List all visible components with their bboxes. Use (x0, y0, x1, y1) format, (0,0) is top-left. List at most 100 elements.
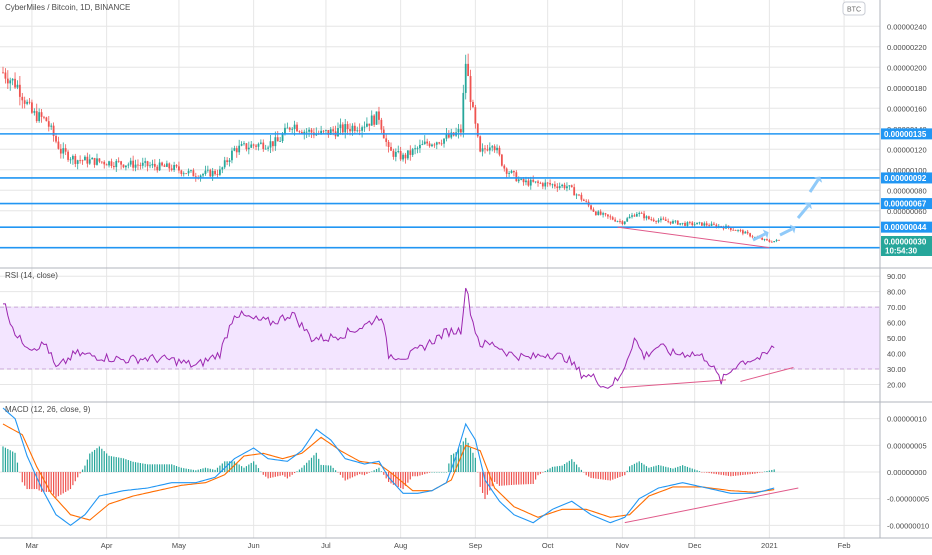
macd-histogram-bar (265, 472, 267, 477)
macd-histogram-bar (250, 462, 252, 472)
candle (578, 194, 580, 196)
macd-histogram-bar (161, 464, 163, 472)
price-tick-label: 0.00000060 (887, 207, 927, 216)
candle (517, 179, 520, 182)
macd-histogram-bar (539, 472, 542, 474)
candle (414, 148, 417, 150)
macd-histogram-bar (619, 472, 621, 477)
macd-tick-label: -0.00000010 (887, 521, 929, 530)
macd-histogram-bar (380, 471, 382, 472)
macd-histogram-bar (125, 459, 127, 472)
macd-histogram-bar (175, 466, 178, 472)
candle (684, 222, 686, 226)
candle (149, 165, 151, 167)
level-price-box (881, 172, 932, 184)
candle (370, 115, 373, 126)
candle (235, 148, 238, 153)
candle (481, 148, 484, 152)
macd-histogram-bar (414, 472, 416, 477)
candle (322, 130, 325, 132)
macd-histogram-bar (636, 462, 638, 472)
macd-histogram-bar (597, 472, 599, 479)
candle (144, 161, 147, 163)
chart-title: CyberMiles / Bitcoin, 1D, BINANCE (5, 3, 130, 12)
macd-histogram-bar (151, 464, 154, 472)
candle (679, 223, 682, 225)
rsi-pane[interactable] (0, 287, 880, 389)
candle (421, 144, 424, 145)
macd-histogram-bar (684, 466, 686, 472)
macd-histogram-bar (192, 469, 194, 472)
candle (45, 117, 48, 122)
macd-histogram-bar (318, 458, 320, 472)
candle (26, 101, 28, 104)
macd-histogram-bar (267, 472, 269, 479)
macd-histogram-bar (322, 465, 325, 472)
macd-histogram-bar (89, 453, 91, 472)
candle (320, 130, 323, 134)
macd-histogram-bar (679, 466, 681, 472)
candle (175, 165, 178, 167)
macd-histogram-bar (590, 472, 592, 478)
candle (202, 174, 204, 176)
candle (31, 102, 33, 113)
price-pane[interactable] (0, 53, 880, 249)
currency-badge-box[interactable] (842, 1, 866, 16)
candle (216, 174, 219, 176)
macd-histogram-bar (202, 468, 204, 472)
x-tick-label: 2021 (761, 541, 778, 550)
macd-histogram-bar (238, 464, 240, 472)
macd-histogram-bar (173, 465, 175, 472)
currency-badge[interactable]: BTC (847, 7, 861, 14)
candle (614, 219, 617, 222)
macd-histogram-bar (281, 472, 284, 476)
candle (734, 230, 737, 231)
price-tick-label: 0.00000200 (887, 63, 927, 72)
candle (546, 182, 549, 184)
macd-histogram-bar (363, 472, 366, 476)
macd-histogram-bar (48, 472, 50, 492)
macd-histogram-bar (166, 464, 168, 472)
macd-histogram-bar (330, 465, 332, 472)
candle (327, 129, 330, 135)
macd-histogram-bar (660, 465, 662, 472)
candle (590, 205, 592, 210)
candle (50, 125, 53, 127)
macd-histogram-bar (751, 472, 754, 474)
candle (431, 144, 433, 147)
macd-histogram-bar (226, 461, 228, 472)
macd-histogram-bar (515, 472, 517, 485)
candle (419, 144, 421, 149)
candle (187, 170, 190, 174)
candle (592, 209, 595, 212)
candle (18, 84, 21, 97)
rsi-line (3, 287, 775, 389)
macd-histogram-bar (204, 467, 207, 472)
candle (693, 224, 696, 226)
macd-histogram-bar (460, 444, 462, 472)
macd-histogram-bar (26, 472, 28, 490)
macd-pane[interactable] (2, 407, 799, 526)
macd-histogram-bar (272, 472, 274, 478)
projection-arrow (779, 224, 796, 237)
macd-histogram-bar (520, 472, 522, 485)
price-tick-label: 0.00000220 (887, 43, 927, 52)
candle (88, 159, 91, 164)
macd-tick-label: 0.00000005 (887, 441, 927, 450)
candle (288, 127, 291, 130)
candle (303, 131, 306, 134)
macd-histogram-bar (149, 464, 151, 472)
macd-histogram-bar (633, 463, 636, 472)
candle (604, 213, 607, 215)
macd-histogram-bar (612, 472, 614, 480)
macd-histogram-bar (397, 472, 399, 487)
candle (763, 239, 766, 240)
candle (484, 148, 486, 150)
macd-histogram-bar (12, 451, 14, 472)
macd-histogram-bar (614, 472, 616, 479)
macd-histogram-bar (566, 462, 568, 472)
candle (426, 141, 429, 144)
macd-histogram-bar (231, 461, 233, 472)
